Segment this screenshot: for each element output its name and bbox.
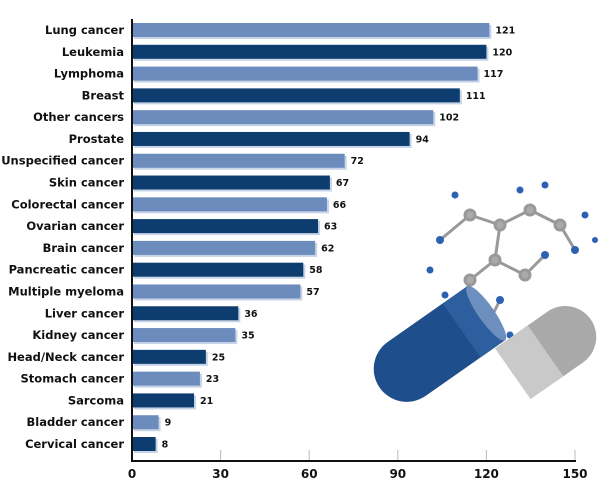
category-label: Head/Neck cancer	[7, 350, 124, 364]
bar	[132, 371, 200, 386]
value-label: 35	[241, 331, 254, 342]
bar	[132, 437, 156, 451]
bar	[132, 284, 301, 299]
bar	[132, 131, 410, 146]
bar	[132, 262, 304, 277]
category-label: Brain cancer	[43, 241, 125, 255]
category-label: Cervical cancer	[25, 437, 124, 451]
bar	[132, 328, 236, 343]
x-tick-label: 30	[212, 467, 229, 481]
value-label: 117	[484, 69, 504, 80]
value-label: 94	[416, 134, 430, 145]
capsule-white-icon	[495, 306, 597, 400]
category-label: Prostate	[69, 132, 125, 146]
value-label: 102	[439, 113, 459, 124]
bar	[132, 240, 316, 255]
category-label: Lymphoma	[54, 67, 124, 81]
value-label: 25	[212, 352, 225, 363]
category-label: Pancreatic cancer	[9, 263, 125, 277]
category-label: Sarcoma	[68, 393, 124, 407]
molecule-atoms	[426, 181, 598, 339]
bar	[132, 306, 239, 321]
value-label: 66	[333, 200, 347, 211]
value-label: 62	[321, 243, 334, 254]
value-label: 121	[495, 26, 515, 37]
value-label: 120	[492, 47, 512, 58]
category-label: Ovarian cancer	[26, 219, 124, 233]
value-label: 67	[336, 178, 349, 189]
category-label: Colorectal cancer	[11, 197, 124, 211]
bar	[132, 88, 460, 103]
category-label: Breast	[82, 88, 125, 102]
value-label: 8	[162, 440, 169, 451]
category-label: Liver cancer	[45, 306, 125, 320]
category-label: Multiple myeloma	[8, 284, 124, 298]
bar	[132, 175, 330, 190]
pill-molecule-illustration	[373, 181, 598, 402]
value-label: 36	[244, 309, 258, 320]
category-label: Unspecified cancer	[1, 154, 124, 168]
capsule-blue-icon	[373, 285, 507, 402]
bar	[132, 23, 490, 37]
value-label: 72	[351, 156, 364, 167]
value-label: 23	[206, 374, 219, 385]
bar	[132, 219, 319, 234]
value-label: 111	[466, 91, 486, 102]
bar	[132, 153, 345, 168]
bar	[132, 44, 487, 59]
value-label: 21	[200, 396, 213, 407]
value-label: 63	[324, 222, 337, 233]
x-tick-label: 0	[128, 467, 136, 481]
bar	[132, 393, 195, 408]
value-label: 9	[165, 418, 172, 429]
bar	[132, 415, 159, 430]
x-tick-label: 90	[389, 467, 406, 481]
value-label: 57	[306, 287, 319, 298]
category-label: Bladder cancer	[27, 415, 125, 429]
category-label: Skin cancer	[49, 176, 124, 190]
bar	[132, 349, 206, 364]
category-label: Other cancers	[33, 110, 124, 124]
bar	[132, 66, 478, 81]
value-label: 58	[309, 265, 323, 276]
category-label: Leukemia	[62, 45, 124, 59]
x-tick-label: 60	[301, 467, 318, 481]
x-tick-label: 120	[474, 467, 499, 481]
bar	[132, 197, 327, 212]
category-label: Lung cancer	[45, 23, 124, 37]
x-tick-label: 150	[562, 467, 587, 481]
category-label: Kidney cancer	[32, 328, 124, 342]
bar	[132, 110, 434, 125]
category-label: Stomach cancer	[21, 372, 125, 386]
